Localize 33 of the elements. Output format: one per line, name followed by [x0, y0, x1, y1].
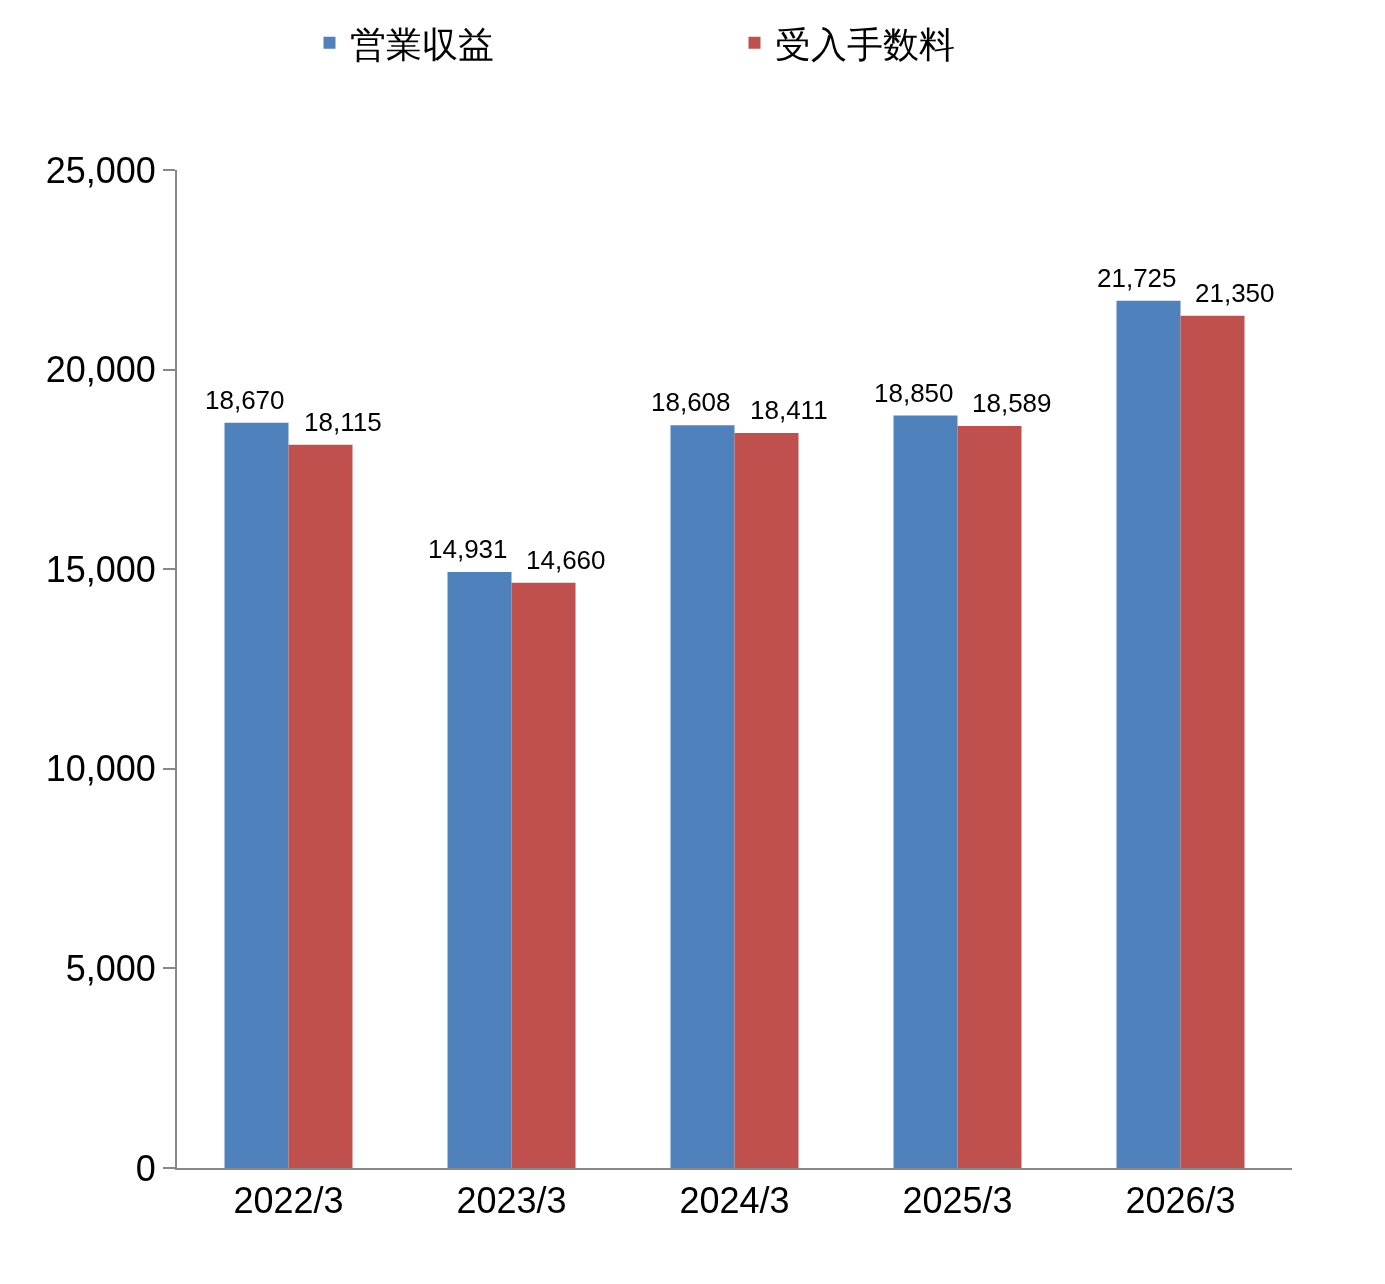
y-tick-label: 0: [135, 1147, 156, 1189]
data-label: 18,115: [304, 407, 382, 437]
bar: [670, 425, 735, 1168]
data-label: 14,931: [428, 534, 508, 564]
legend-label: 営業収益: [349, 23, 494, 65]
bar: [893, 415, 958, 1168]
y-tick-label: 20,000: [45, 349, 156, 391]
y-tick-label: 25,000: [45, 149, 156, 191]
bar: [224, 422, 289, 1168]
x-tick-label: 2023/3: [456, 1180, 567, 1222]
data-label: 18,589: [972, 388, 1052, 418]
data-label: 21,350: [1195, 278, 1275, 308]
bar: [957, 425, 1022, 1168]
y-tick-label: 5,000: [65, 948, 156, 989]
bar: [288, 444, 353, 1168]
bar: [511, 582, 576, 1168]
data-label: 18,850: [874, 378, 954, 408]
y-tick-label: 10,000: [45, 748, 156, 790]
bar: [1116, 300, 1181, 1168]
data-label: 14,660: [526, 545, 606, 575]
bar: [1180, 315, 1245, 1168]
legend-label: 受入手数料: [774, 23, 955, 65]
bar: [447, 571, 512, 1168]
data-label: 18,411: [750, 395, 828, 425]
data-label: 18,608: [651, 387, 731, 417]
data-label: 18,670: [205, 385, 285, 415]
bar: [734, 433, 799, 1168]
y-tick-label: 15,000: [45, 548, 156, 590]
x-tick-label: 2024/3: [679, 1180, 790, 1222]
x-tick-label: 2026/3: [1125, 1180, 1236, 1222]
x-tick-label: 2025/3: [902, 1180, 1013, 1222]
data-label: 21,725: [1097, 263, 1177, 293]
x-tick-label: 2022/3: [233, 1180, 344, 1222]
